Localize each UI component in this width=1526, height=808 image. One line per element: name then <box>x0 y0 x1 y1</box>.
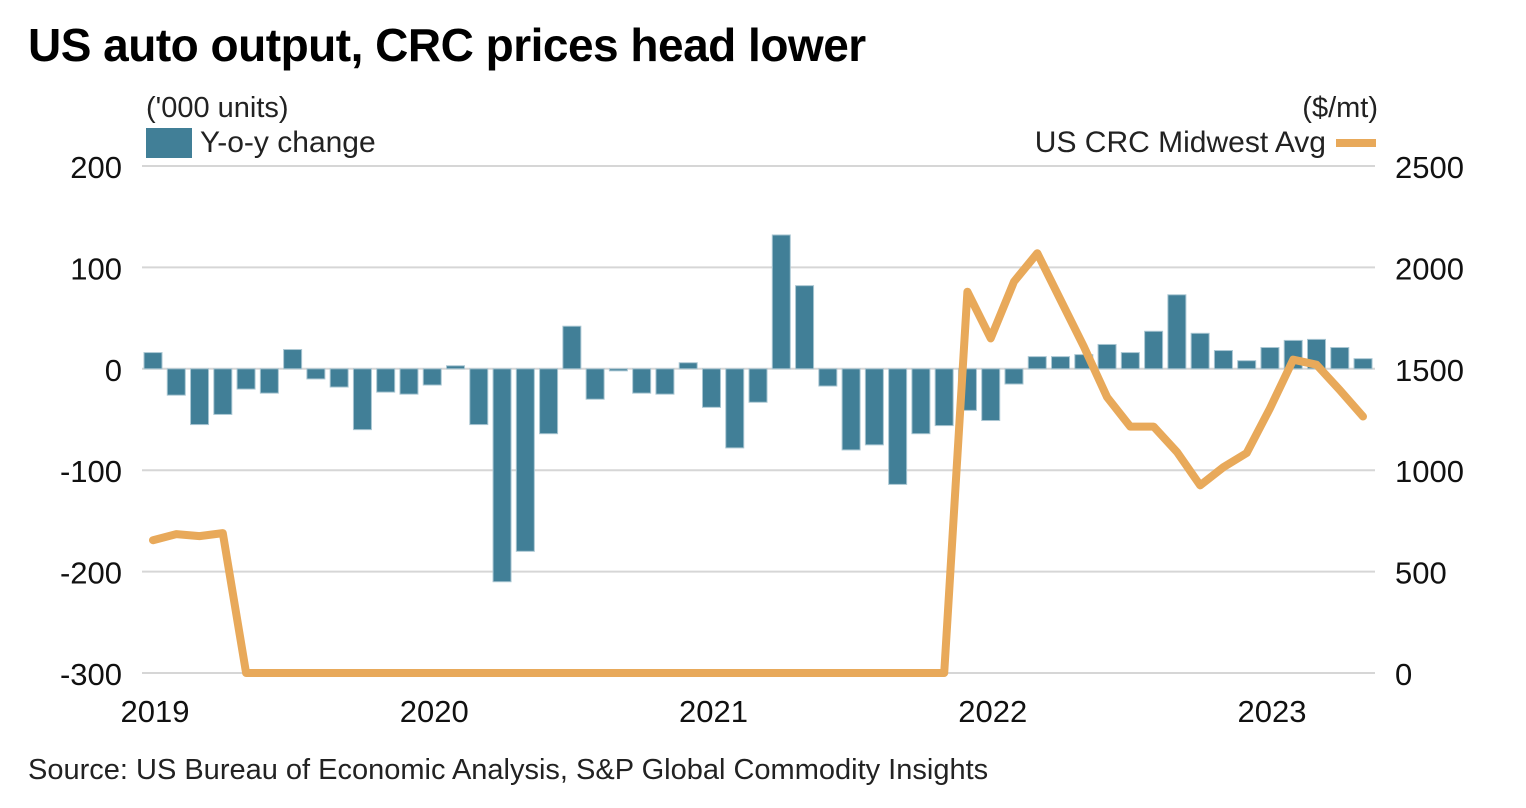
left-axis-tick-label: -200 <box>60 556 122 591</box>
bar <box>818 368 838 387</box>
bar <box>1004 368 1024 385</box>
legend-bar-swatch <box>146 128 192 158</box>
bar <box>1237 360 1257 370</box>
left-axis-tick-label: -100 <box>60 454 122 489</box>
bar <box>1120 352 1140 370</box>
bar <box>306 368 326 380</box>
bar <box>1260 347 1280 370</box>
bar <box>864 368 884 446</box>
x-axis-tick-label: 2023 <box>1237 694 1306 729</box>
source-note: Source: US Bureau of Economic Analysis, … <box>28 754 989 786</box>
legend-line-swatch <box>1336 139 1376 147</box>
bar <box>143 352 163 370</box>
gridlines <box>142 165 1375 674</box>
bar <box>1144 330 1164 370</box>
bar <box>236 368 256 390</box>
x-axis-tick-label: 2019 <box>121 694 190 729</box>
bar <box>1353 358 1373 370</box>
bar <box>213 368 233 415</box>
bar <box>1330 347 1350 370</box>
bar <box>771 234 791 370</box>
bar <box>678 362 698 370</box>
left-axis-tick-label: 0 <box>105 353 122 388</box>
bar <box>422 368 442 386</box>
bar <box>562 325 582 370</box>
x-axis-tick-label: 2022 <box>958 694 1027 729</box>
left-axis-tick-label: 200 <box>70 150 122 185</box>
line-series <box>149 249 1367 677</box>
bar <box>539 368 559 435</box>
bar <box>655 368 675 395</box>
bar <box>725 368 745 449</box>
x-axis-ticks: 2019 2020 2021 2022 2023 <box>121 694 1307 729</box>
bar <box>329 368 349 388</box>
bar <box>259 368 279 394</box>
bar <box>934 368 954 427</box>
bar <box>632 368 652 394</box>
bar <box>1051 356 1071 370</box>
bar-series <box>143 234 1373 583</box>
legend-line-series: US CRC Midwest Avg <box>1035 126 1376 160</box>
right-axis-tick-label: 0 <box>1395 657 1412 692</box>
legend-bar-label: Y-o-y change <box>200 126 376 159</box>
bar <box>888 368 908 485</box>
bar <box>585 368 605 400</box>
left-axis-ticks: 200 100 0 -100 -200 -300 <box>60 150 122 692</box>
bar <box>1190 332 1210 370</box>
bar <box>1167 294 1187 370</box>
right-axis-unit-label: ($/mt) <box>1302 92 1378 124</box>
right-axis-tick-label: 2000 <box>1395 251 1464 286</box>
bar <box>399 368 419 395</box>
bar <box>911 368 931 435</box>
legend-line-label: US CRC Midwest Avg <box>1034 126 1326 159</box>
bar <box>748 368 768 403</box>
right-axis-ticks: 2500 2000 1500 1000 500 0 <box>1395 150 1464 692</box>
price-line <box>149 249 1367 677</box>
bar <box>1213 350 1233 370</box>
bar <box>283 349 303 370</box>
bar <box>841 368 861 451</box>
bar <box>376 368 396 393</box>
bar <box>701 368 721 408</box>
legend-bar-series: Y-o-y change <box>146 126 376 160</box>
chart-title: US auto output, CRC prices head lower <box>28 19 866 71</box>
bar <box>352 368 372 431</box>
bar <box>515 368 535 552</box>
x-axis-tick-label: 2021 <box>679 694 748 729</box>
x-axis-tick-label: 2020 <box>400 694 469 729</box>
bar <box>795 285 815 370</box>
bar <box>981 368 1001 422</box>
bar <box>166 368 186 396</box>
bar <box>492 368 512 583</box>
right-axis-tick-label: 1000 <box>1395 454 1464 489</box>
bar <box>469 368 489 426</box>
left-axis-tick-label: -300 <box>60 657 122 692</box>
bar <box>1097 343 1117 370</box>
right-axis-tick-label: 500 <box>1395 556 1447 591</box>
bar <box>1027 356 1047 370</box>
left-axis-tick-label: 100 <box>70 251 122 286</box>
right-axis-tick-label: 2500 <box>1395 150 1464 185</box>
bar <box>608 368 628 372</box>
bar <box>190 368 210 426</box>
right-axis-tick-label: 1500 <box>1395 353 1464 388</box>
bar <box>446 365 466 370</box>
left-axis-unit-label: ('000 units) <box>146 92 289 124</box>
